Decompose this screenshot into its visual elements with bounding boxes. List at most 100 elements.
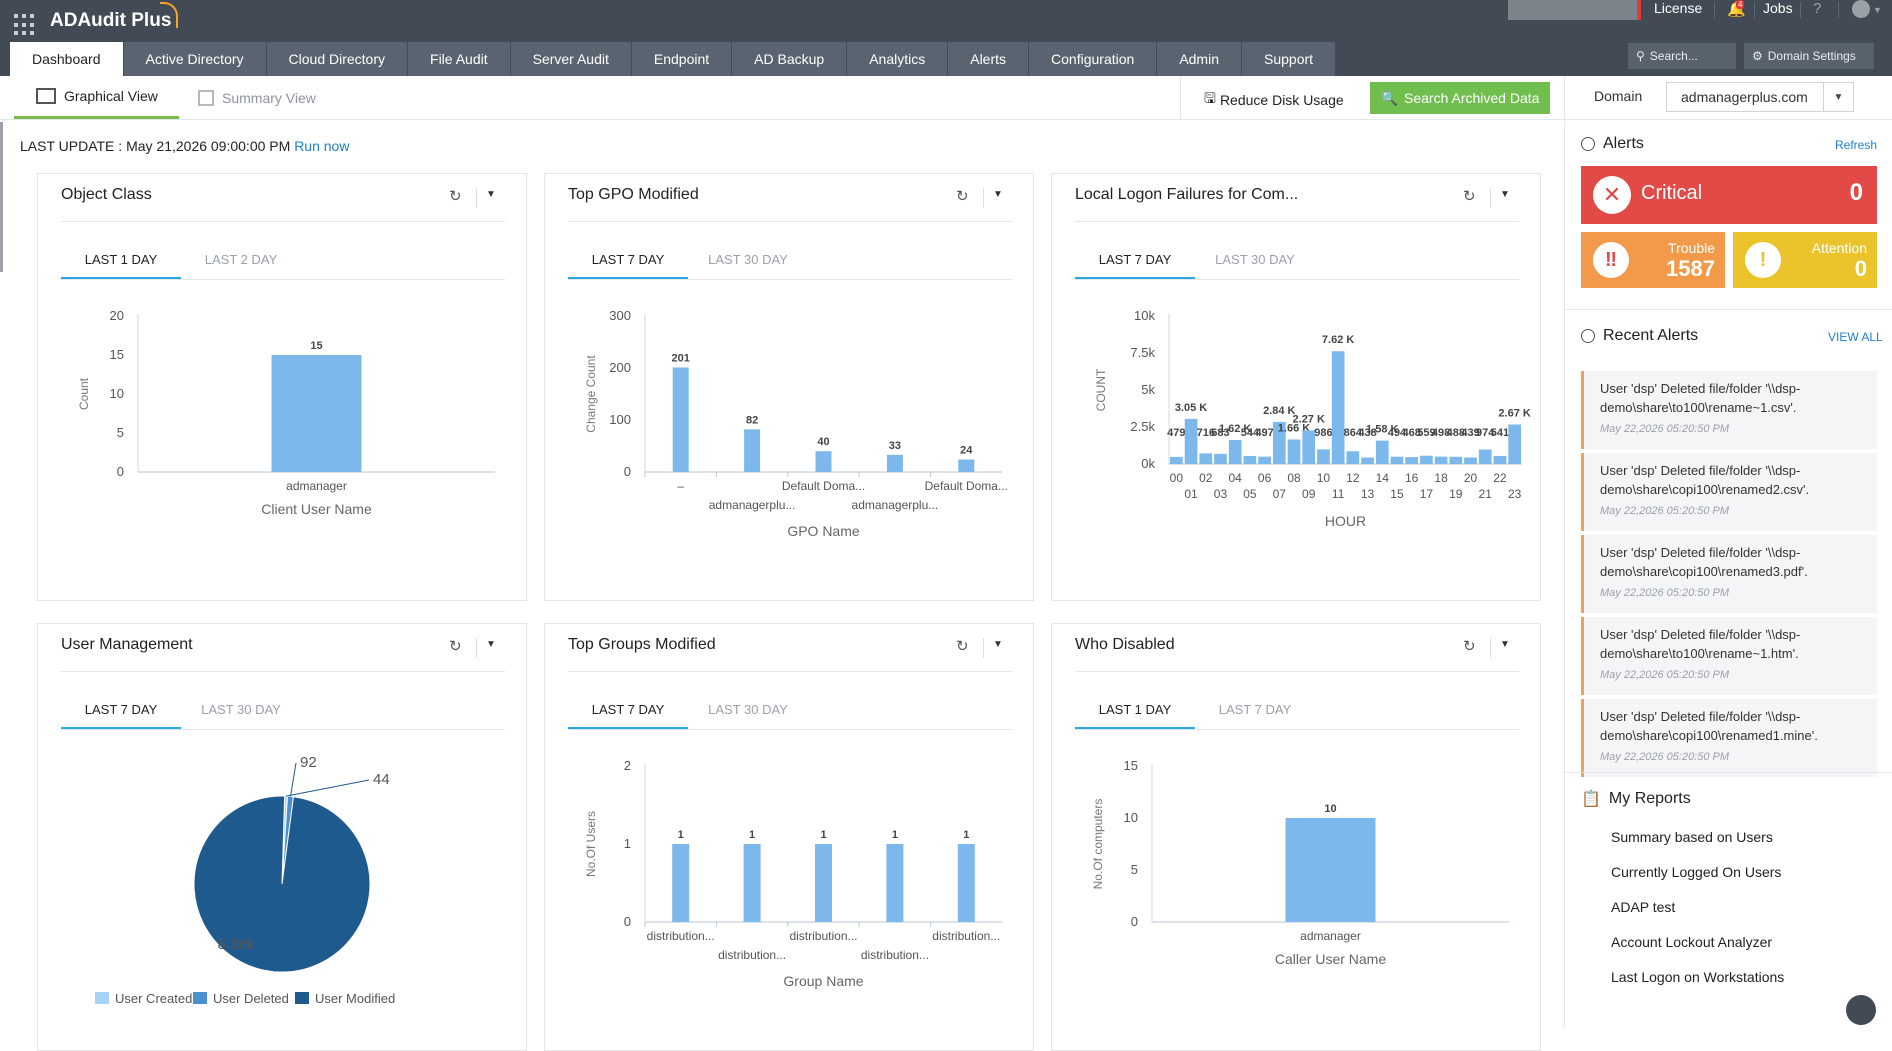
- chart-bar[interactable]: [744, 429, 761, 472]
- period-tab-active[interactable]: LAST 7 DAY: [61, 700, 181, 730]
- chart-bar[interactable]: [1302, 430, 1316, 464]
- chart-bar[interactable]: [1258, 456, 1271, 464]
- chart-bar[interactable]: [1434, 456, 1448, 464]
- chart-bar[interactable]: [1287, 439, 1301, 464]
- recent-alert-item[interactable]: User 'dsp' Deleted file/folder '\\dsp-de…: [1581, 453, 1877, 531]
- chevron-down-icon[interactable]: ▼: [1873, 5, 1882, 15]
- chart-bar[interactable]: [1272, 421, 1286, 464]
- chart-bar[interactable]: [1170, 456, 1183, 464]
- nav-tab-endpoint[interactable]: Endpoint: [631, 42, 733, 76]
- jobs-link[interactable]: Jobs: [1763, 0, 1793, 16]
- chart-bar[interactable]: [1243, 455, 1257, 464]
- period-tab-active[interactable]: LAST 7 DAY: [568, 700, 688, 730]
- nav-tab-support[interactable]: Support: [1242, 42, 1337, 76]
- period-tab-active[interactable]: LAST 1 DAY: [61, 250, 181, 280]
- chart-bar[interactable]: [1214, 453, 1227, 464]
- report-link[interactable]: ADAP test: [1611, 899, 1676, 915]
- chart-bar[interactable]: [271, 355, 362, 472]
- nav-tab-cloud-directory[interactable]: Cloud Directory: [266, 42, 409, 76]
- report-link[interactable]: Summary based on Users: [1611, 829, 1773, 845]
- chart-bar[interactable]: [743, 844, 761, 922]
- refresh-link[interactable]: Refresh: [1835, 138, 1878, 152]
- nav-tab-dashboard[interactable]: Dashboard: [10, 42, 124, 76]
- legend-label[interactable]: User Modified: [315, 991, 395, 1006]
- refresh-icon[interactable]: ↻: [1463, 638, 1476, 655]
- chart-bar[interactable]: [958, 459, 975, 472]
- chevron-down-icon[interactable]: ▼: [993, 189, 1003, 200]
- period-tab[interactable]: LAST 2 DAY: [204, 252, 278, 267]
- recent-alert-item[interactable]: User 'dsp' Deleted file/folder '\\dsp-de…: [1581, 371, 1877, 449]
- chart-bar[interactable]: [1508, 424, 1521, 464]
- period-tab-active[interactable]: LAST 7 DAY: [1075, 250, 1195, 280]
- chart-bar[interactable]: [1346, 451, 1360, 464]
- recent-alert-item[interactable]: User 'dsp' Deleted file/folder '\\dsp-de…: [1581, 617, 1877, 695]
- period-tab[interactable]: LAST 7 DAY: [1218, 702, 1292, 717]
- chart-bar[interactable]: [1285, 818, 1376, 922]
- nav-tab-admin[interactable]: Admin: [1157, 42, 1242, 76]
- tab-summary-view[interactable]: Summary View: [198, 76, 316, 119]
- chevron-down-icon[interactable]: ▼: [1500, 639, 1510, 650]
- chevron-down-icon[interactable]: ▼: [1823, 83, 1853, 111]
- recent-alert-item[interactable]: User 'dsp' Deleted file/folder '\\dsp-de…: [1581, 535, 1877, 613]
- chevron-down-icon[interactable]: ▼: [1500, 189, 1510, 200]
- chart-bar[interactable]: [1331, 351, 1345, 464]
- chevron-down-icon[interactable]: ▼: [486, 189, 496, 200]
- search-input[interactable]: ⚲ Search...: [1628, 43, 1736, 69]
- refresh-icon[interactable]: ↻: [1463, 188, 1476, 205]
- side-scroll-handle[interactable]: [0, 122, 3, 272]
- chart-bar[interactable]: [672, 367, 689, 472]
- chevron-down-icon[interactable]: ▼: [486, 639, 496, 650]
- period-tab-active[interactable]: LAST 1 DAY: [1075, 700, 1195, 730]
- chart-bar[interactable]: [1478, 449, 1492, 464]
- chart-bar[interactable]: [1390, 456, 1404, 464]
- nav-tab-analytics[interactable]: Analytics: [847, 42, 949, 76]
- legend-label[interactable]: User Created: [115, 991, 192, 1006]
- license-link[interactable]: License: [1654, 0, 1703, 16]
- chart-bar[interactable]: [672, 844, 690, 922]
- legend-label[interactable]: User Deleted: [213, 991, 289, 1006]
- chart-bar[interactable]: [1464, 457, 1477, 464]
- chart-bar[interactable]: [1199, 453, 1213, 464]
- chart-bar[interactable]: [886, 844, 904, 922]
- report-link[interactable]: Account Lockout Analyzer: [1611, 934, 1773, 950]
- user-name-box[interactable]: [1508, 0, 1638, 20]
- chart-bar[interactable]: [1420, 455, 1433, 464]
- chart-bar[interactable]: [1317, 449, 1330, 464]
- apps-grid-icon[interactable]: [14, 14, 36, 36]
- chart-bar[interactable]: [815, 844, 832, 922]
- period-tab-active[interactable]: LAST 7 DAY: [568, 250, 688, 280]
- chat-bot-icon[interactable]: [1846, 995, 1876, 1025]
- period-tab[interactable]: LAST 30 DAY: [1215, 252, 1295, 267]
- chart-bar[interactable]: [886, 454, 903, 472]
- domain-select[interactable]: admanagerplus.com ▼: [1666, 82, 1854, 112]
- report-link[interactable]: Last Logon on Workstations: [1611, 969, 1785, 985]
- refresh-icon[interactable]: ↻: [956, 188, 969, 205]
- chart-bar[interactable]: [1184, 418, 1198, 464]
- critical-alert-card[interactable]: ✕ Critical 0: [1581, 166, 1877, 224]
- run-now-link[interactable]: Run now: [294, 138, 350, 154]
- chart-bar[interactable]: [815, 451, 832, 472]
- period-tab[interactable]: LAST 30 DAY: [201, 702, 281, 717]
- chart-bar[interactable]: [957, 844, 975, 922]
- chevron-down-icon[interactable]: ▼: [993, 639, 1003, 650]
- chart-bar[interactable]: [1405, 457, 1419, 464]
- trouble-alert-card[interactable]: ‼ Trouble 1587: [1581, 232, 1725, 288]
- reduce-disk-usage-button[interactable]: 🖫 Reduce Disk Usage: [1204, 88, 1344, 112]
- refresh-icon[interactable]: ↻: [449, 638, 462, 655]
- nav-tab-alerts[interactable]: Alerts: [948, 42, 1030, 76]
- nav-tab-configuration[interactable]: Configuration: [1029, 42, 1158, 76]
- nav-tab-ad-backup[interactable]: AD Backup: [732, 42, 848, 76]
- user-avatar-icon[interactable]: [1852, 0, 1870, 18]
- chart-bar[interactable]: [1375, 440, 1389, 464]
- chart-bar[interactable]: [1228, 440, 1242, 464]
- recent-alert-item[interactable]: User 'dsp' Deleted file/folder '\\dsp-de…: [1581, 699, 1877, 777]
- chart-bar[interactable]: [1493, 455, 1507, 464]
- attention-alert-card[interactable]: ! Attention 0: [1733, 232, 1877, 288]
- period-tab[interactable]: LAST 30 DAY: [708, 702, 788, 717]
- period-tab[interactable]: LAST 30 DAY: [708, 252, 788, 267]
- view-all-link[interactable]: VIEW ALL: [1828, 330, 1883, 344]
- tab-graphical-view[interactable]: Graphical View: [14, 76, 179, 119]
- search-archived-data-button[interactable]: 🔍 Search Archived Data: [1370, 82, 1550, 114]
- domain-settings-button[interactable]: ⚙ Domain Settings: [1744, 43, 1874, 69]
- chart-bar[interactable]: [1449, 456, 1463, 464]
